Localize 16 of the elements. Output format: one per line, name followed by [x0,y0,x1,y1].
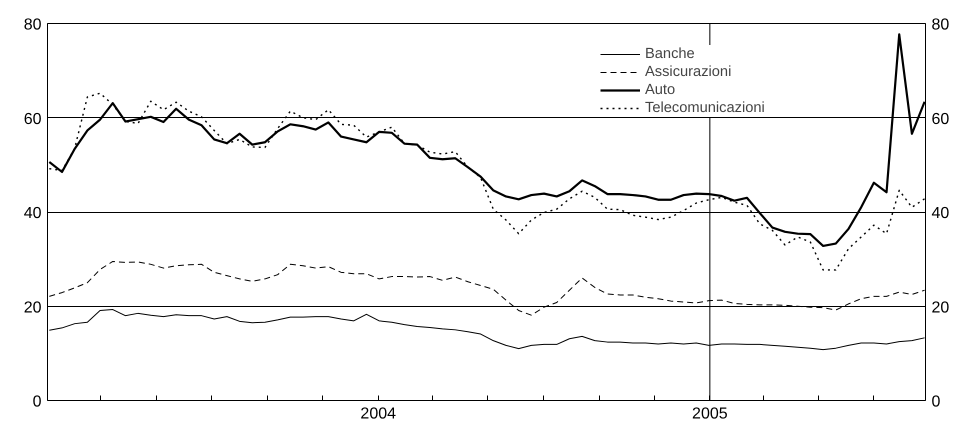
x-tick-label: 2004 [360,406,396,422]
y-tick-label: 80 [24,16,42,34]
x-tick-label: 2005 [692,406,728,422]
y-tick-label: 20 [24,299,42,316]
y-tick-label: 40 [24,205,42,222]
y2-tick-label: 40 [932,205,950,222]
legend-label: Assicurazioni [645,63,732,81]
legend-label: Banche [645,45,695,63]
y2-tick-label: 20 [932,299,950,316]
y-tick-label: 60 [24,110,42,128]
y2-tick-label: 60 [932,110,950,128]
y2-tick-label: 80 [932,16,950,34]
legend-label: Telecomunicazioni [645,99,765,117]
y-tick-label: 0 [32,394,42,410]
legend-label: Auto [645,81,676,99]
y2-tick-label: 0 [932,394,940,410]
